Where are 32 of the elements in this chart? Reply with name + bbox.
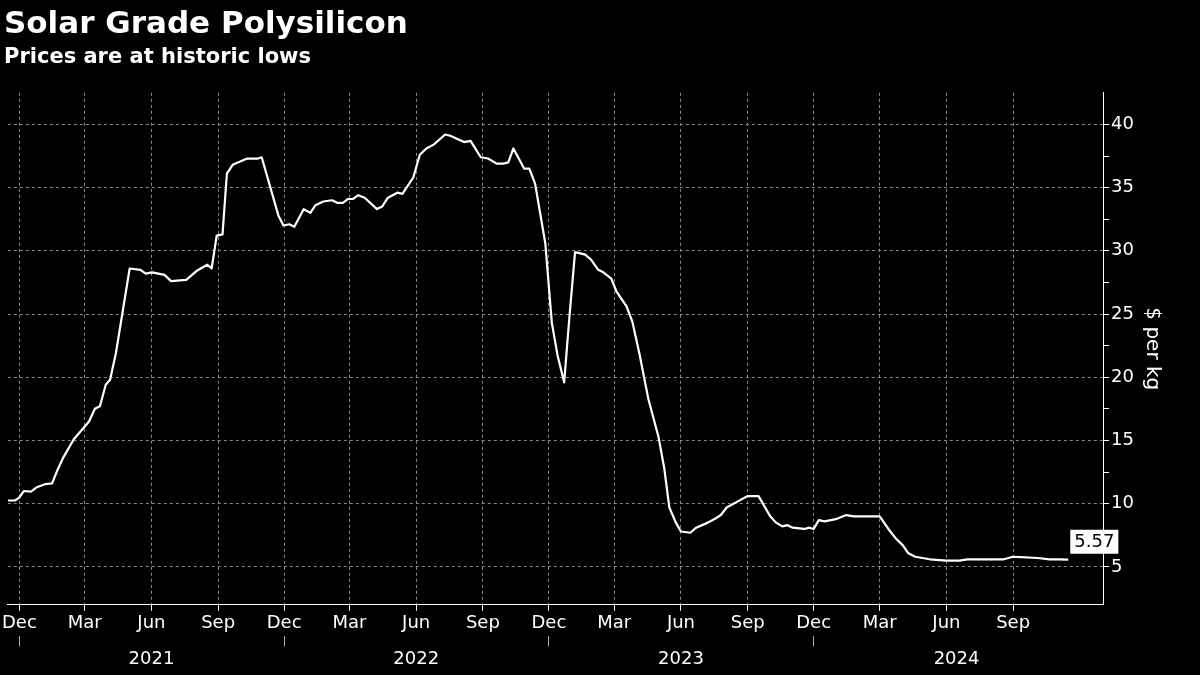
x-tick-label: Dec [266, 611, 302, 633]
x-tick-label: Mar [862, 611, 898, 633]
y-tick-label: 35 [1111, 175, 1134, 197]
x2-tick-label: 2022 [393, 646, 440, 668]
y-tick-label: 15 [1111, 428, 1134, 450]
y-tick-label: 25 [1111, 301, 1134, 323]
x-tick-label: Sep [730, 611, 765, 633]
x2-tick-label: 2023 [658, 646, 704, 668]
x-tick-label: Jun [931, 611, 961, 633]
x-tick-label: Sep [465, 611, 500, 633]
chart-subtitle: Prices are at historic lows [4, 44, 312, 68]
y-tick-label: 10 [1111, 491, 1134, 513]
x-tick-label: Jun [665, 611, 695, 633]
x-tick-label: Dec [531, 611, 567, 633]
y-tick-label: 5 [1111, 554, 1123, 576]
x-tick-label: Jun [401, 611, 431, 633]
x-tick-label: Sep [201, 611, 236, 633]
annotation: 5.57 [1074, 530, 1115, 552]
y-axis-title: $ per kg [1141, 307, 1166, 391]
x-tick-label: Mar [67, 611, 103, 633]
x-tick-label: Jun [136, 611, 166, 633]
y-tick-label: 30 [1111, 238, 1134, 260]
x2-tick-label: 2021 [128, 646, 175, 668]
y-tick-label: 40 [1111, 112, 1134, 134]
x-tick-label: Mar [332, 611, 368, 633]
x2-tick-label: 2024 [933, 646, 980, 668]
chart-title: Solar Grade Polysilicon [4, 4, 408, 40]
y-tick-label: 20 [1111, 364, 1134, 386]
x-tick-label: Sep [996, 611, 1031, 633]
x-tick-label: Mar [597, 611, 632, 633]
x-tick-label: Dec [796, 611, 832, 633]
x-tick-label: Dec [1, 611, 37, 633]
